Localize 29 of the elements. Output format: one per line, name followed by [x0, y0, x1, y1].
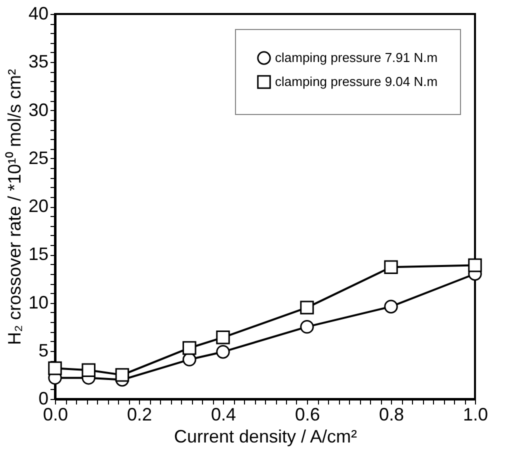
y-tick-label: 35 — [28, 52, 48, 72]
point — [468, 258, 482, 272]
x-tick-label: 1.0 — [462, 404, 488, 424]
legend-label: clamping pressure 9.04 N.m — [275, 74, 438, 89]
point — [182, 352, 196, 366]
x-axis-title: Current density / A/cm² — [174, 426, 358, 446]
y-tick-label: 40 — [28, 4, 48, 24]
point — [48, 361, 62, 376]
point — [300, 300, 314, 314]
x-tick-label: 0.4 — [210, 404, 236, 424]
legend-label: clamping pressure 7.91 N.m — [275, 50, 438, 65]
y-axis-title: H₂ crossover rate / *10¹⁰ mol/s cm² — [4, 68, 24, 346]
point — [216, 344, 230, 359]
point — [384, 300, 398, 314]
point — [82, 363, 96, 377]
point — [182, 341, 196, 355]
y-tick-label: 5 — [38, 340, 48, 360]
x-tick-label: 0.6 — [294, 404, 320, 424]
y-tick-label: 20 — [28, 196, 48, 216]
point — [115, 368, 130, 382]
x-tick-label: 0.8 — [378, 404, 404, 424]
x-tick-label: 0.2 — [126, 404, 152, 424]
point — [216, 330, 230, 344]
y-tick-label: 30 — [28, 100, 48, 120]
point — [300, 320, 314, 334]
y-tick-label: 10 — [28, 292, 48, 312]
point — [384, 260, 398, 274]
y-tick-label: 15 — [28, 244, 48, 264]
y-tick-label: 25 — [28, 148, 48, 168]
